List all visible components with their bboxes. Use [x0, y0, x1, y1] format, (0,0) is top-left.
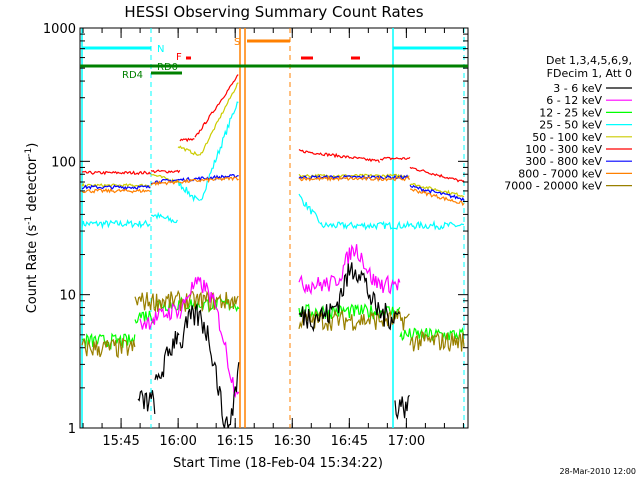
legend-entry-label: 100 - 300 keV	[525, 143, 602, 156]
y-axis-label: Count Rate (s-1 detector-1)	[24, 143, 40, 314]
chart-title: HESSI Observing Summary Count Rates	[124, 3, 423, 21]
y-axis-label-sup1: -1	[24, 216, 34, 225]
legend-entry-label: 50 - 100 keV	[532, 131, 602, 144]
legend-header-line1: Det 1,3,4,5,6,9,	[546, 54, 632, 67]
y-axis-label-part2: detector	[25, 156, 40, 216]
annotation-label: N	[157, 44, 164, 55]
x-tick-label: 16:45	[331, 434, 368, 449]
legend-entry-label: 800 - 7000 keV	[518, 167, 602, 180]
annotation-label: RD0	[157, 62, 178, 73]
y-tick-label: 1	[68, 422, 76, 437]
x-tick-label: 15:45	[102, 434, 139, 449]
x-tick-label: 17:00	[388, 434, 425, 449]
legend-entry-label: 7000 - 20000 keV	[504, 180, 602, 193]
x-axis-label: Start Time (18-Feb-04 15:34:22)	[173, 456, 383, 471]
footer-date: 28-Mar-2010 12:00	[560, 467, 637, 476]
x-tick-label: 16:00	[159, 434, 196, 449]
y-tick-label: 100	[51, 155, 76, 170]
legend-entry-label: 3 - 6 keV	[553, 82, 602, 95]
legend-entry-label: 12 - 25 keV	[539, 106, 602, 119]
legend-entry-label: 6 - 12 keV	[546, 94, 602, 107]
legend-entry-label: 25 - 50 keV	[539, 119, 602, 132]
legend-header-line2: FDecim 1, Att 0	[547, 67, 632, 80]
y-axis-label-sup2: -1	[24, 148, 34, 157]
annotation-label: RD4	[122, 70, 143, 81]
legend-entry-label: 300 - 800 keV	[525, 155, 602, 168]
y-tick-label: 10	[59, 289, 76, 304]
y-axis-label-part1: Count Rate (s	[25, 225, 40, 314]
y-axis-label-part3: )	[25, 143, 40, 148]
annotation-label: S	[234, 37, 240, 48]
y-tick-label: 1000	[43, 22, 76, 37]
x-tick-label: 16:15	[216, 434, 253, 449]
x-tick-label: 16:30	[274, 434, 311, 449]
